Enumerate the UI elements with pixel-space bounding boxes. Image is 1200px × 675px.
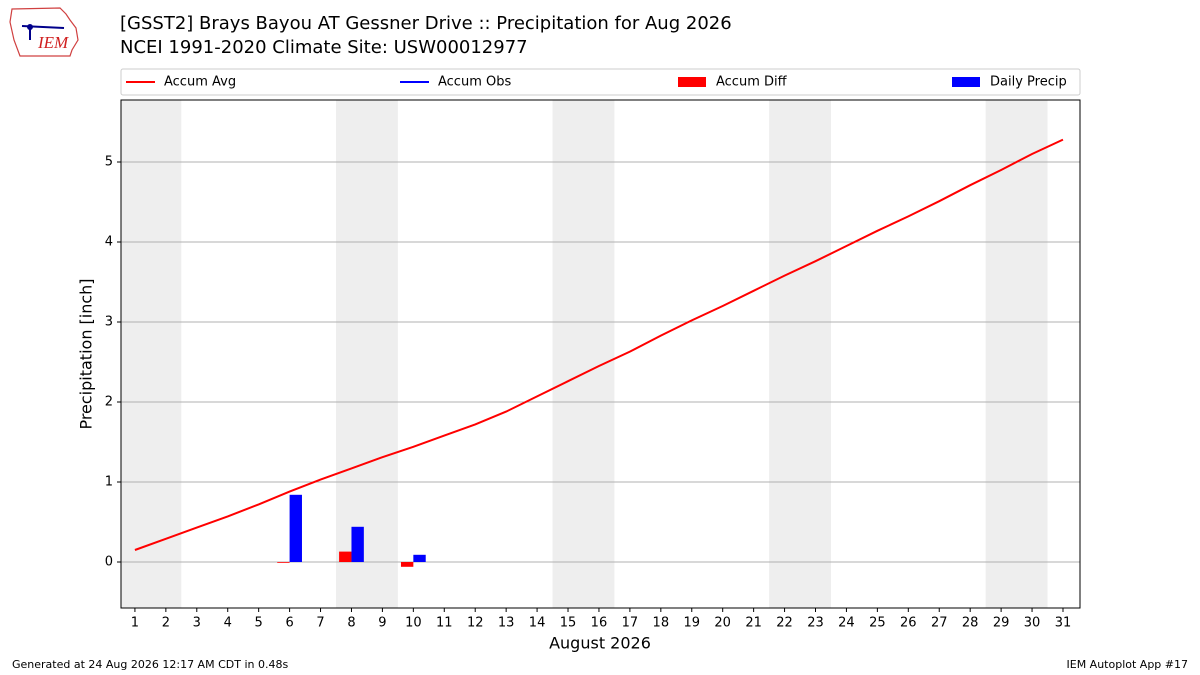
legend-label: Accum Diff [716,75,788,90]
legend-box [120,68,1081,96]
x-tick-label: 19 [683,616,700,631]
x-tick-label: 7 [316,616,324,631]
weekend-band [121,100,182,608]
x-tick-label: 22 [776,616,793,631]
weekend-band [985,100,1048,608]
x-tick-label: 6 [285,616,293,631]
legend-label: Accum Avg [164,75,236,90]
x-tick-label: 9 [378,616,386,631]
chart-subtitle: NCEI 1991-2020 Climate Site: USW00012977 [120,37,528,58]
footer-left: Generated at 24 Aug 2026 12:17 AM CDT in… [12,658,288,671]
x-tick-label: 3 [193,616,201,631]
x-tick-label: 23 [807,616,824,631]
logo-text: IEM [37,33,69,52]
y-tick-label: 3 [105,315,113,330]
line [134,138,1064,551]
y-tick-label: 1 [105,475,113,490]
x-tick-label: 21 [745,616,762,631]
x-tick-label: 15 [560,616,577,631]
x-tick-label: 11 [436,616,453,631]
x-tick-label: 4 [224,616,232,631]
footer-right: IEM Autoplot App #17 [1067,658,1189,671]
x-tick-label: 27 [931,616,948,631]
y-axis-label: Precipitation [inch] [77,278,96,429]
x-tick-label: 18 [653,616,670,631]
legend-label: Daily Precip [990,75,1067,90]
x-tick-label: 14 [529,616,546,631]
x-tick-label: 25 [869,616,886,631]
x-tick-label: 26 [900,616,917,631]
bar [339,551,352,562]
x-tick-label: 17 [622,616,639,631]
y-tick-label: 4 [105,235,113,250]
x-tick-label: 10 [405,616,422,631]
legend-label: Accum Obs [438,75,511,90]
plot-frame [120,99,1081,609]
logo: IEM [9,7,79,57]
bar [289,494,302,562]
x-tick-label: 29 [993,616,1010,631]
x-tick-label: 20 [714,616,731,631]
x-tick-label: 28 [962,616,979,631]
bar [413,554,426,562]
y-tick-label: 0 [105,555,113,570]
x-tick-label: 16 [591,616,608,631]
x-tick-label: 24 [838,616,855,631]
bar [277,562,290,563]
weekend-band [769,100,831,608]
x-tick-label: 1 [131,616,139,631]
x-tick-label: 30 [1024,616,1041,631]
x-tick-label: 8 [347,616,355,631]
x-axis-label: August 2026 [549,634,651,653]
x-tick-label: 12 [467,616,484,631]
y-tick-label: 5 [105,155,113,170]
weekend-band [336,100,398,608]
bar [400,562,414,567]
x-tick-label: 31 [1055,616,1072,631]
chart-title: [GSST2] Brays Bayou AT Gessner Drive :: … [120,13,732,34]
bar [351,526,364,562]
y-tick-label: 2 [105,395,113,410]
x-tick-label: 2 [162,616,170,631]
x-tick-label: 13 [498,616,515,631]
x-tick-label: 5 [255,616,263,631]
legend-swatch [678,77,706,87]
legend-swatch [952,77,980,87]
weekend-band [552,100,615,608]
